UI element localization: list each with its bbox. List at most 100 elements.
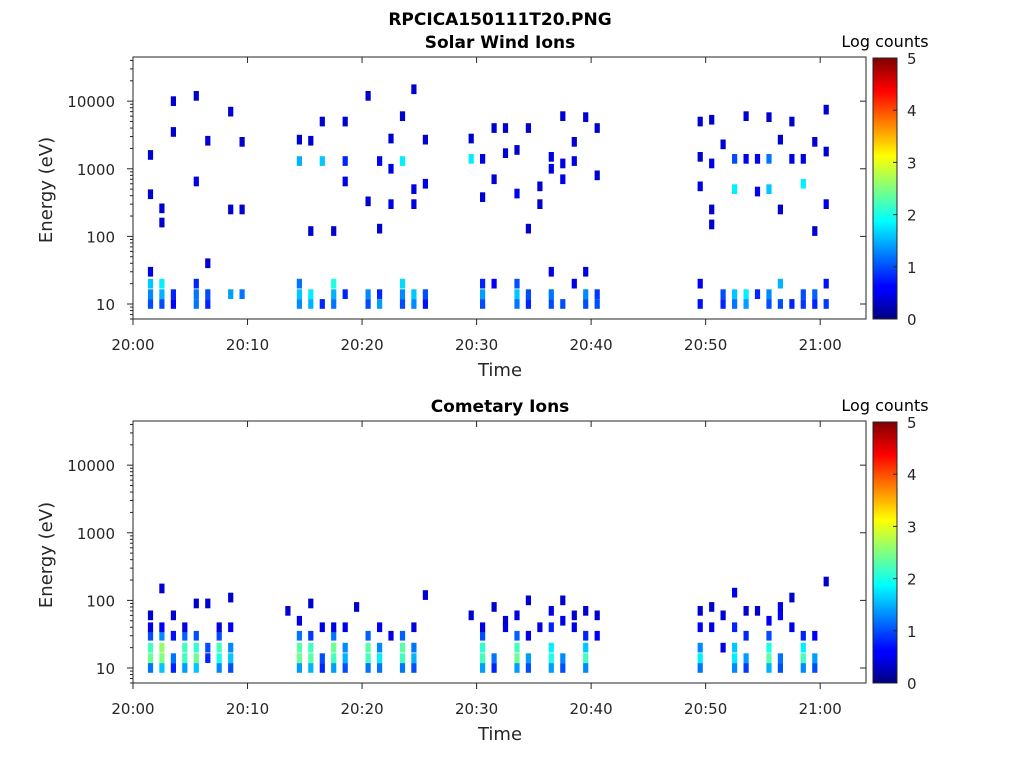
heatmap-cell xyxy=(377,622,383,633)
plot-frame xyxy=(132,56,867,320)
colorbar-tick-label: 3 xyxy=(907,518,917,536)
x-tick-label: 21:00 xyxy=(799,336,842,354)
heatmap-cell xyxy=(308,226,314,236)
heatmap-cell xyxy=(319,299,325,309)
heatmap-cell xyxy=(205,135,211,146)
colorbar-tick-label: 5 xyxy=(907,50,917,68)
heatmap-cell xyxy=(548,299,554,309)
heatmap-cell xyxy=(228,663,234,673)
x-tick-label: 20:40 xyxy=(570,700,613,718)
x-tick-label: 20:00 xyxy=(111,700,154,718)
heatmap-cell xyxy=(147,663,154,673)
heatmap-cell xyxy=(239,204,245,215)
heatmap-cell xyxy=(732,299,738,309)
heatmap-cell xyxy=(205,258,211,269)
heatmap-cell xyxy=(709,158,715,169)
y-tick-label: 100 xyxy=(86,592,115,610)
heatmap-cell xyxy=(548,266,554,277)
heatmap-cell xyxy=(743,663,749,673)
heatmap-cell xyxy=(548,152,554,162)
heatmap-cell xyxy=(147,642,154,653)
heatmap-cell xyxy=(743,630,749,641)
colorbar-label: Log counts xyxy=(841,396,928,415)
heatmap-cell xyxy=(743,606,749,616)
heatmap-cell xyxy=(411,642,417,653)
figure-title: RPCICA150111T20.PNG xyxy=(388,10,611,30)
colorbar-ticks: 0 1 2 3 4 5 xyxy=(893,414,917,693)
heatmap-cell xyxy=(525,630,531,641)
heatmap-cell xyxy=(216,630,222,641)
heatmap-cell xyxy=(514,145,520,155)
heatmap-cell xyxy=(823,146,829,157)
heatmap-cell xyxy=(525,663,531,673)
heatmap-cell xyxy=(296,134,302,145)
heatmap-cell xyxy=(331,278,337,289)
heatmap-cell xyxy=(823,104,829,115)
heatmap-cell xyxy=(525,595,531,606)
y-tick-label: 10 xyxy=(96,660,115,678)
heatmap-cell xyxy=(468,154,474,164)
heatmap-cell xyxy=(720,642,726,653)
heatmap-cell xyxy=(399,289,406,299)
plot-area xyxy=(133,57,866,319)
heatmap-cell xyxy=(365,653,371,663)
heatmap-cell xyxy=(812,663,818,673)
heatmap-cell xyxy=(193,598,199,609)
x-tick-label: 20:50 xyxy=(684,700,727,718)
heatmap-cell xyxy=(697,181,703,192)
heatmap-cell xyxy=(594,123,600,133)
heatmap-cell xyxy=(812,299,818,309)
heatmap-cell xyxy=(319,116,325,127)
heatmap-cell xyxy=(228,622,234,633)
heatmap-cell xyxy=(170,663,176,673)
heatmap-cell xyxy=(560,653,566,663)
heatmap-cell xyxy=(205,299,211,309)
heatmap-cell xyxy=(296,642,302,653)
heatmap-cell xyxy=(743,653,749,663)
heatmap-cell xyxy=(548,606,554,616)
heatmap-cell xyxy=(182,642,188,653)
heatmap-cell xyxy=(766,184,772,194)
heatmap-cell xyxy=(583,266,589,277)
heatmap-cell xyxy=(331,226,337,236)
heatmap-cell xyxy=(548,642,554,653)
heatmap-cell xyxy=(365,289,371,299)
y-axis: 10 100 1000 10000 xyxy=(67,59,866,320)
heatmap-cell xyxy=(342,289,348,299)
heatmap-cell xyxy=(594,610,600,621)
heatmap-cell xyxy=(296,278,302,289)
heatmap-cell xyxy=(777,610,783,621)
heatmap-cell xyxy=(411,653,417,663)
x-axis: 20:00 20:10 20:20 20:30 20:40 20:50 21:00 xyxy=(111,57,842,354)
heatmap-cell xyxy=(411,199,417,209)
heatmap-cell xyxy=(170,630,176,641)
heatmap-cell xyxy=(732,289,738,299)
heatmap-cell xyxy=(571,156,577,166)
heatmap-cell xyxy=(709,622,715,633)
heatmap-cell xyxy=(732,663,738,673)
x-axis: 20:00 20:10 20:20 20:30 20:40 20:50 21:00 xyxy=(111,421,842,718)
heatmap-cell xyxy=(697,642,703,653)
colorbar-tick-label: 4 xyxy=(907,102,917,120)
heatmap-cell xyxy=(560,663,566,673)
colorbar-tick-label: 3 xyxy=(907,154,917,172)
heatmap-cell xyxy=(308,653,314,663)
heatmap-cell xyxy=(399,663,406,673)
heatmap-cell xyxy=(308,642,314,653)
y-tick-label: 1000 xyxy=(77,525,115,543)
heatmap-cell xyxy=(170,96,176,106)
heatmap-cell xyxy=(491,123,497,133)
heatmap-cell xyxy=(147,278,154,289)
heatmap-cell xyxy=(308,299,314,309)
heatmap-cell xyxy=(560,615,566,626)
heatmap-cell xyxy=(560,174,566,185)
heatmap-cell xyxy=(422,289,428,299)
heatmap-cell xyxy=(720,289,726,299)
x-tick-label: 20:00 xyxy=(111,336,154,354)
heatmap-cell xyxy=(365,642,371,653)
heatmap-cell xyxy=(766,630,772,641)
x-tick-label: 21:00 xyxy=(799,700,842,718)
heatmap-cell xyxy=(560,158,566,169)
heatmap-cell xyxy=(766,112,772,122)
heatmap-cell xyxy=(159,299,165,309)
